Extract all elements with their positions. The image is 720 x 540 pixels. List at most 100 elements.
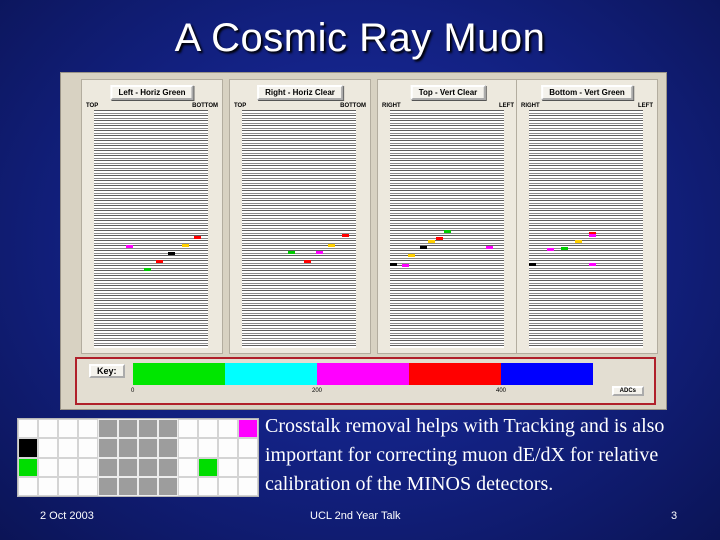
hit-red — [156, 260, 163, 263]
key-tick-400: 400 — [496, 388, 507, 394]
pixel-cell-green — [18, 457, 38, 477]
pixel-cell — [58, 457, 78, 477]
slide-title: A Cosmic Ray Muon — [174, 16, 546, 60]
pixel-cell-black — [18, 438, 38, 458]
pixel-cell — [198, 419, 218, 439]
pixel-cell-magenta — [238, 419, 258, 439]
strip-readout — [529, 110, 643, 348]
pixel-cell-gray — [138, 476, 158, 496]
end-label-right: BOTTOM — [340, 103, 366, 109]
panel-left-horiz-green: Left - Horiz Green TOP BOTTOM — [81, 79, 223, 354]
pixel-cell-gray — [118, 438, 138, 458]
pixel-cell — [178, 476, 198, 496]
hit-green — [444, 230, 451, 233]
pixel-cell — [238, 476, 258, 496]
pixel-cell — [38, 457, 58, 477]
panel-title: Right - Horiz Clear — [257, 85, 343, 100]
pixel-cell-gray — [158, 438, 178, 458]
end-label-left: RIGHT — [521, 103, 540, 109]
pixel-cell — [38, 438, 58, 458]
hit-green — [144, 268, 151, 271]
panel-top-vert-clear: Top - Vert Clear RIGHT LEFT — [377, 79, 519, 354]
pixel-cell-gray — [158, 419, 178, 439]
hit-black — [420, 246, 427, 249]
pixel-cell — [238, 438, 258, 458]
pixel-cell — [178, 457, 198, 477]
pixel-cell — [218, 419, 238, 439]
hit-magenta — [486, 246, 493, 249]
key-tick-200: 200 — [312, 388, 323, 394]
pixel-cell-gray — [118, 457, 138, 477]
pixel-cell — [78, 457, 98, 477]
end-label-left: TOP — [234, 103, 247, 109]
end-label-left: TOP — [86, 103, 99, 109]
pixel-cell-gray — [158, 457, 178, 477]
pixel-cell — [218, 438, 238, 458]
strip-readout — [242, 110, 356, 348]
pixel-cell — [58, 438, 78, 458]
hit-magenta — [547, 248, 554, 251]
pixel-cell-gray — [98, 438, 118, 458]
panel-title: Bottom - Vert Green — [541, 85, 633, 100]
strip-readout — [94, 110, 208, 348]
hit-yellow — [408, 254, 415, 257]
pixel-cell — [218, 457, 238, 477]
hit-black — [390, 263, 397, 266]
crosstalk-pixel-grid — [17, 418, 259, 497]
pixel-cell-gray — [138, 419, 158, 439]
hit-yellow — [428, 240, 435, 243]
pixel-cell — [198, 438, 218, 458]
hit-yellow — [575, 240, 582, 243]
panel-title: Left - Horiz Green — [110, 85, 194, 100]
pixel-cell — [198, 476, 218, 496]
hit-red — [194, 236, 201, 239]
pixel-cell — [18, 476, 38, 496]
hit-red — [304, 260, 311, 263]
slide-caption: Crosstalk removal helps with Tracking an… — [265, 415, 665, 495]
pixel-cell — [78, 476, 98, 496]
panel-right-horiz-clear: Right - Horiz Clear TOP BOTTOM — [229, 79, 371, 354]
key-bar-cyan — [225, 363, 317, 385]
hit-red — [436, 237, 443, 240]
pixel-cell — [78, 419, 98, 439]
adc-color-key: Key: 0 200 400 ADCs — [75, 357, 656, 405]
pixel-cell — [178, 438, 198, 458]
pixel-cell — [78, 438, 98, 458]
pixel-cell — [58, 476, 78, 496]
hit-magenta — [402, 264, 409, 267]
hit-yellow — [328, 244, 335, 247]
pixel-cell — [218, 476, 238, 496]
pixel-cell — [38, 476, 58, 496]
pixel-cell-gray — [158, 476, 178, 496]
key-label: Key: — [89, 364, 125, 378]
end-label-right: LEFT — [499, 103, 514, 109]
key-bar-green — [133, 363, 225, 385]
panel-bottom-vert-green: Bottom - Vert Green RIGHT LEFT — [516, 79, 658, 354]
key-tick-0: 0 — [131, 388, 135, 394]
panel-title: Top - Vert Clear — [410, 85, 486, 100]
event-display-screenshot: Left - Horiz Green TOP BOTTOM Right - Ho… — [60, 72, 667, 410]
pixel-cell-gray — [138, 438, 158, 458]
footer-date: 2 Oct 2003 — [40, 510, 94, 522]
pixel-cell — [58, 419, 78, 439]
key-bar-magenta — [317, 363, 409, 385]
hit-magenta — [126, 245, 133, 248]
footer-talk-title: UCL 2nd Year Talk — [310, 510, 401, 522]
hit-magenta — [589, 234, 596, 237]
hit-yellow — [182, 244, 189, 247]
hit-black — [168, 252, 175, 255]
pixel-cell — [38, 419, 58, 439]
key-bar-blue — [501, 363, 593, 385]
hit-black — [529, 263, 536, 266]
pixel-cell — [18, 419, 38, 439]
hit-magenta — [316, 251, 323, 254]
end-label-left: RIGHT — [382, 103, 401, 109]
hit-red — [342, 234, 349, 237]
adcs-label: ADCs — [611, 386, 644, 396]
pixel-cell-gray — [98, 457, 118, 477]
footer-slide-number: 3 — [671, 510, 678, 522]
hit-red — [589, 232, 596, 235]
pixel-cell-gray — [98, 476, 118, 496]
pixel-cell — [178, 419, 198, 439]
end-label-right: BOTTOM — [192, 103, 218, 109]
